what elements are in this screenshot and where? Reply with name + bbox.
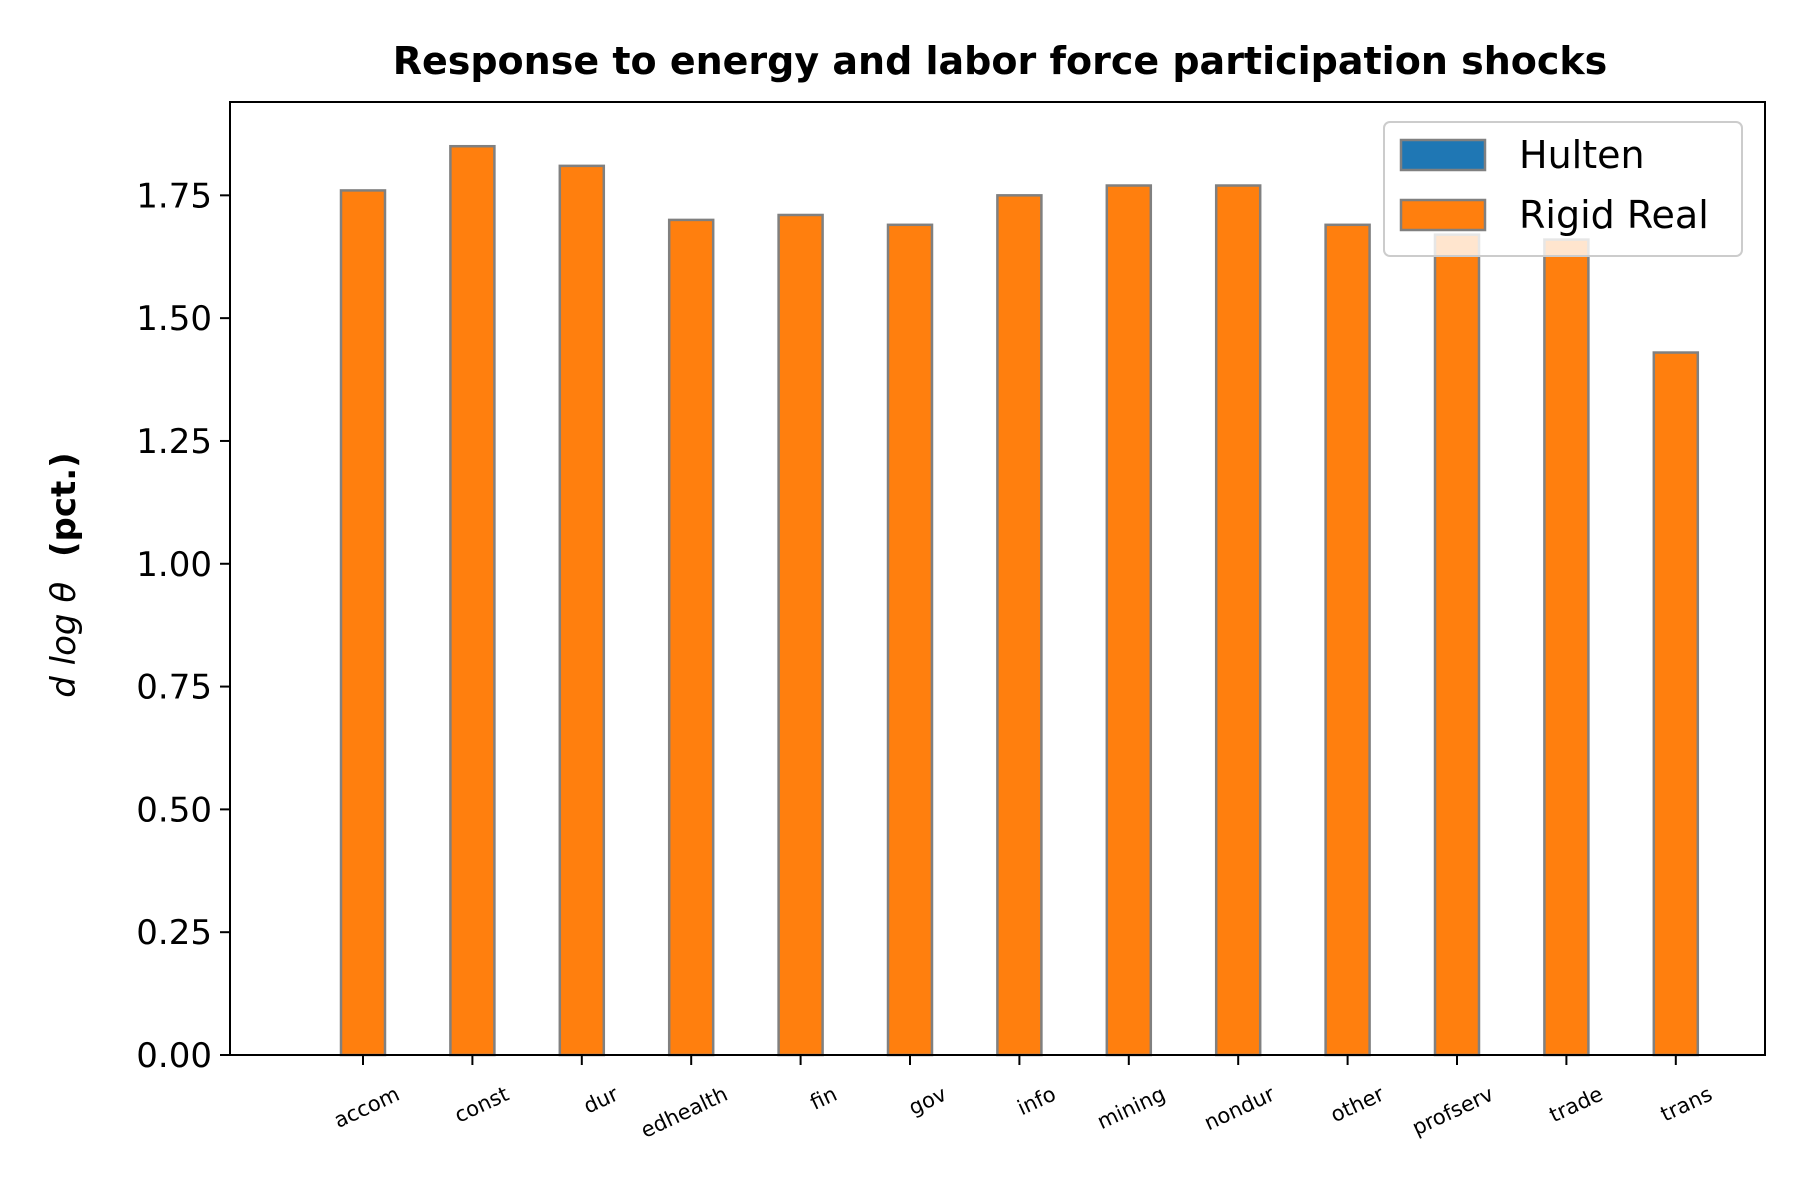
x-tick-label-other: other — [1327, 1082, 1388, 1128]
y-tick-label: 1.50 — [136, 299, 212, 339]
bars-group — [339, 144, 1700, 1057]
x-tick-label-edhealth: edhealth — [637, 1082, 731, 1143]
bar-rigid-real-trade — [1543, 238, 1590, 1057]
y-tick-label: 0.00 — [136, 1036, 212, 1076]
bar-rigid-real-fin — [777, 213, 824, 1057]
bar-rigid-real-mining — [1105, 184, 1153, 1057]
legend-label-rigid-real: Rigid Real — [1519, 193, 1709, 237]
x-tick-label-info: info — [1014, 1082, 1060, 1120]
bar-rigid-real-profserv — [1433, 233, 1481, 1057]
bar-rigid-real-other — [1324, 223, 1371, 1057]
bar-rigid-real-trans — [1652, 351, 1700, 1057]
y-tick-label: 1.25 — [136, 422, 212, 462]
bar-rigid-real-edhealth — [667, 218, 715, 1057]
y-axis-label-unit: (pct.) — [44, 452, 84, 557]
y-tick-label: 0.50 — [136, 790, 212, 830]
legend: Hulten Rigid Real — [1383, 121, 1743, 257]
x-tick-label-const: const — [451, 1082, 513, 1128]
x-tick-label-trade: trade — [1546, 1082, 1607, 1127]
y-axis-label-math: d log θ — [44, 582, 84, 698]
legend-swatch-hulten — [1399, 138, 1487, 172]
x-tick-label-fin: fin — [807, 1082, 841, 1115]
x-tick-label-trans: trans — [1657, 1082, 1716, 1127]
bar-rigid-real-nondur — [1214, 184, 1262, 1057]
bar-rigid-real-info — [996, 194, 1043, 1057]
bar-rigid-real-accom — [339, 189, 387, 1057]
x-tick-label-gov: gov — [905, 1082, 950, 1120]
y-tick-label: 0.75 — [136, 668, 212, 708]
plot-frame — [229, 101, 1766, 1056]
bar-rigid-real-const — [449, 144, 496, 1057]
legend-label-hulten: Hulten — [1519, 133, 1645, 177]
bar-rigid-real-gov — [886, 223, 934, 1057]
chart-title: Response to energy and labor force parti… — [393, 39, 1608, 83]
x-tick-label-dur: dur — [580, 1082, 622, 1119]
y-tick-label: 0.25 — [136, 913, 212, 953]
svg-text:d log θ (pct.): d log θ (pct.) — [44, 452, 84, 697]
x-tick-label-mining: mining — [1093, 1082, 1168, 1134]
x-tick-label-accom: accom — [330, 1082, 403, 1133]
y-axis: 0.00 0.25 0.50 0.75 1.00 1.25 1.50 1.75 — [136, 176, 230, 1076]
x-tick-label-nondur: nondur — [1200, 1082, 1278, 1135]
y-axis-label: d log θ (pct.) — [44, 452, 84, 697]
legend-swatch-rigid-real — [1399, 198, 1487, 232]
x-tick-label-profserv: profserv — [1408, 1082, 1497, 1140]
x-axis: accom const dur edhealth fin gov info mining non… — [330, 1055, 1716, 1143]
bar-rigid-real-dur — [558, 164, 606, 1057]
y-tick-label: 1.75 — [136, 176, 212, 216]
y-tick-label: 1.00 — [136, 545, 212, 585]
